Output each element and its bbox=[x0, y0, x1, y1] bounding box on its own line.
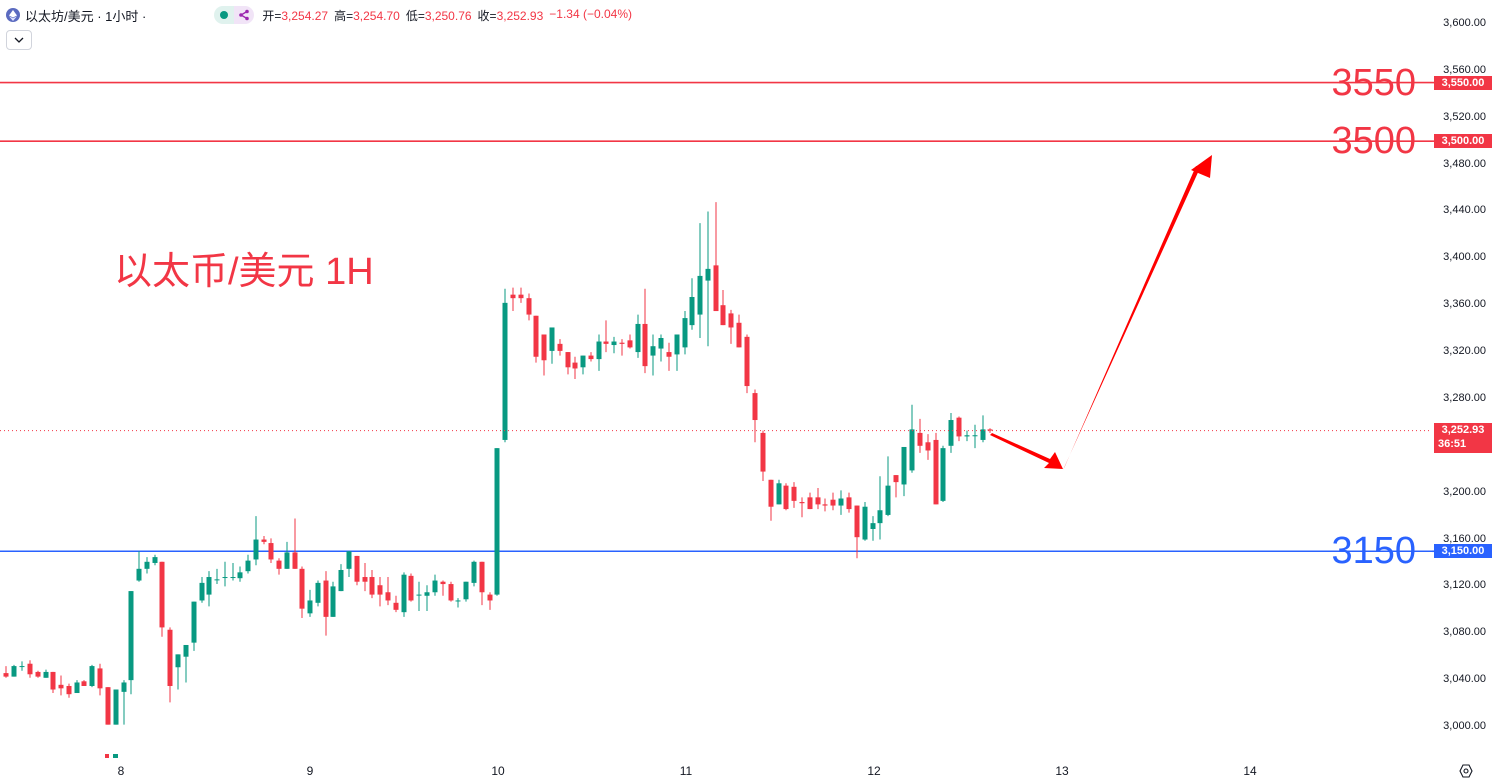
up-arrow-shaft bbox=[1063, 166, 1200, 470]
high-label: 高= bbox=[334, 8, 354, 23]
close-value: 3,252.93 bbox=[496, 8, 544, 23]
level-price-tag-3500: 3,500.00 bbox=[1434, 134, 1492, 149]
y-tick: 3,560.00 bbox=[1443, 63, 1486, 76]
ohlc-values: 开=3,254.27 高=3,254.70 低=3,250.76 收=3,252… bbox=[262, 7, 632, 24]
x-tick: 9 bbox=[306, 764, 314, 778]
open-value: 3,254.27 bbox=[281, 8, 329, 23]
y-tick: 3,400.00 bbox=[1443, 251, 1486, 264]
y-tick: 3,320.00 bbox=[1443, 345, 1486, 358]
chevron-down-icon bbox=[14, 37, 24, 43]
level-label-3550: 3550 bbox=[1331, 61, 1416, 104]
current-price-value: 3,252.93 bbox=[1441, 423, 1485, 436]
symbol-legend: 以太坊/美元 · 1小时 · 开=3,254.27 高=3,254.70 低=3… bbox=[6, 5, 632, 25]
low-label: 低= bbox=[405, 8, 425, 23]
low-value: 3,250.76 bbox=[424, 8, 472, 23]
x-tick: 11 bbox=[679, 764, 693, 778]
status-pill[interactable] bbox=[214, 6, 255, 24]
y-tick: 3,520.00 bbox=[1443, 110, 1486, 123]
x-tick: 10 bbox=[491, 764, 505, 778]
symbol-title[interactable]: 以太坊/美元 · 1小时 · bbox=[25, 8, 147, 24]
up-arrow-head bbox=[1191, 155, 1212, 178]
x-tick: 14 bbox=[1243, 764, 1257, 778]
level-price-tag-3150: 3,150.00 bbox=[1434, 544, 1492, 559]
high-value: 3,254.70 bbox=[353, 8, 400, 23]
down-arrow bbox=[990, 433, 1063, 469]
current-price-tag: 3,252.93 36:51 bbox=[1434, 422, 1492, 453]
share-icon bbox=[234, 6, 255, 24]
ethereum-icon[interactable] bbox=[6, 8, 20, 22]
bar-countdown: 36:51 bbox=[1438, 437, 1467, 450]
x-tick: 13 bbox=[1055, 764, 1069, 778]
y-tick: 3,080.00 bbox=[1443, 626, 1486, 639]
y-tick: 3,440.00 bbox=[1443, 204, 1486, 217]
change-value: −1.34 (−0.04%) bbox=[549, 6, 633, 21]
horizontal-levels bbox=[0, 81, 1436, 553]
market-open-dot-icon bbox=[214, 6, 235, 24]
chart-annotation-title: 以太币/美元 1H bbox=[114, 251, 374, 293]
volume-markers bbox=[105, 754, 118, 758]
y-tick: 3,280.00 bbox=[1443, 391, 1486, 404]
collapse-legend-button[interactable] bbox=[6, 30, 32, 50]
level-label-3500: 3500 bbox=[1331, 120, 1416, 163]
y-tick: 3,120.00 bbox=[1443, 579, 1486, 592]
y-tick: 3,040.00 bbox=[1443, 673, 1486, 686]
level-label-3150: 3150 bbox=[1331, 530, 1416, 573]
y-tick: 3,200.00 bbox=[1443, 485, 1486, 498]
y-tick: 3,360.00 bbox=[1443, 298, 1486, 311]
level-price-tag-3550: 3,550.00 bbox=[1434, 75, 1492, 90]
y-tick: 3,160.00 bbox=[1443, 532, 1486, 545]
x-tick: 12 bbox=[867, 764, 881, 778]
y-tick: 3,000.00 bbox=[1443, 720, 1486, 732]
candlestick-series bbox=[3, 202, 993, 725]
projection-arrows bbox=[990, 155, 1212, 470]
close-label: 收= bbox=[477, 8, 497, 23]
open-label: 开= bbox=[262, 8, 282, 23]
y-tick: 3,480.00 bbox=[1443, 157, 1486, 170]
settings-icon[interactable] bbox=[1459, 764, 1473, 778]
x-tick: 8 bbox=[117, 764, 125, 778]
y-tick: 3,600.00 bbox=[1443, 17, 1486, 29]
